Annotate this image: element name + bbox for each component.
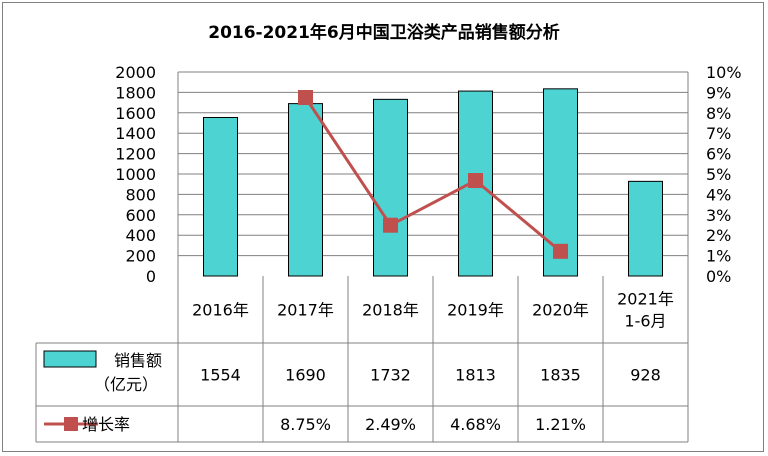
growth-rate-line <box>304 96 562 253</box>
line-marker <box>383 217 398 233</box>
y-right-tick-label: 0% <box>706 267 731 286</box>
x-tick-label: 1-6月 <box>624 312 666 331</box>
y-left-tick-label: 1600 <box>115 104 156 123</box>
legend-bar-label: 销售额 <box>114 351 162 370</box>
y-left-tick-label: 800 <box>125 185 156 204</box>
y-left-tick-label: 400 <box>125 226 156 245</box>
x-tick-label: 2018年 <box>362 301 419 320</box>
x-tick-label: 2021年 <box>617 290 674 309</box>
y-left-tick-label: 0 <box>146 267 156 286</box>
y-right-tick-label: 1% <box>706 247 731 266</box>
x-tick-label: 2019年 <box>447 301 504 320</box>
bar <box>373 98 408 277</box>
bar-value-label: 1690 <box>285 366 326 385</box>
x-tick-label: 2016年 <box>192 301 249 320</box>
line-marker <box>298 90 313 105</box>
y-right-tick-label: 2% <box>706 226 731 245</box>
y-left-tick-label: 1000 <box>115 165 156 184</box>
legend-bar-swatch <box>43 350 97 368</box>
growth-rate-value-label: 2.49% <box>365 415 416 434</box>
bar-value-label: 1813 <box>455 366 496 385</box>
growth-rate-value-label: 4.68% <box>450 415 501 434</box>
y-left-tick-label: 1200 <box>115 145 156 164</box>
y-right-tick-label: 10% <box>706 63 742 82</box>
bar-value-label: 1835 <box>540 366 581 385</box>
bar-value-label: 1732 <box>370 366 411 385</box>
legend-bar-label: （亿元） <box>94 375 158 394</box>
chart-title: 2016-2021年6月中国卫浴类产品销售额分析 <box>208 22 560 43</box>
y-left-tick-label: 200 <box>125 247 156 266</box>
bar <box>203 116 238 277</box>
line-marker <box>468 173 483 189</box>
y-right-tick-label: 8% <box>706 104 731 123</box>
y-left-tick-label: 2000 <box>115 63 156 82</box>
growth-rate-value-label: 1.21% <box>535 415 586 434</box>
y-right-tick-label: 7% <box>706 124 731 143</box>
y-left-tick-label: 600 <box>125 206 156 225</box>
legend-line-label: 增长率 <box>82 415 130 434</box>
y-right-tick-label: 5% <box>706 165 731 184</box>
legend-line-marker <box>64 417 78 431</box>
y-right-tick-label: 3% <box>706 206 731 225</box>
bar-value-label: 1554 <box>200 366 241 385</box>
y-right-tick-label: 4% <box>706 185 731 204</box>
bar <box>628 180 663 277</box>
bar <box>288 103 323 277</box>
line-marker <box>553 243 568 259</box>
y-right-tick-label: 9% <box>706 83 731 102</box>
growth-rate-value-label: 8.75% <box>280 415 331 434</box>
x-tick-label: 2017年 <box>277 301 334 320</box>
y-left-tick-label: 1400 <box>115 124 156 143</box>
y-right-tick-label: 6% <box>706 145 731 164</box>
x-tick-label: 2020年 <box>532 301 589 320</box>
y-left-tick-label: 1800 <box>115 83 156 102</box>
bar-value-label: 928 <box>630 366 661 385</box>
